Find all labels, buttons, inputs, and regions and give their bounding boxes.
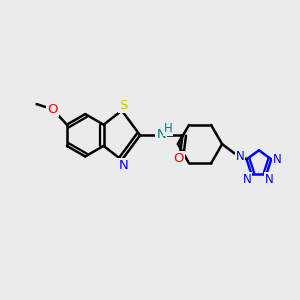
- Text: N: N: [273, 153, 282, 166]
- Text: N: N: [236, 150, 244, 163]
- Text: N: N: [265, 173, 274, 186]
- Text: N: N: [242, 173, 251, 186]
- Text: O: O: [47, 103, 58, 116]
- Text: N: N: [156, 128, 166, 142]
- Text: S: S: [119, 99, 127, 112]
- Text: O: O: [173, 152, 184, 165]
- Text: H: H: [164, 122, 172, 135]
- Text: N: N: [118, 159, 128, 172]
